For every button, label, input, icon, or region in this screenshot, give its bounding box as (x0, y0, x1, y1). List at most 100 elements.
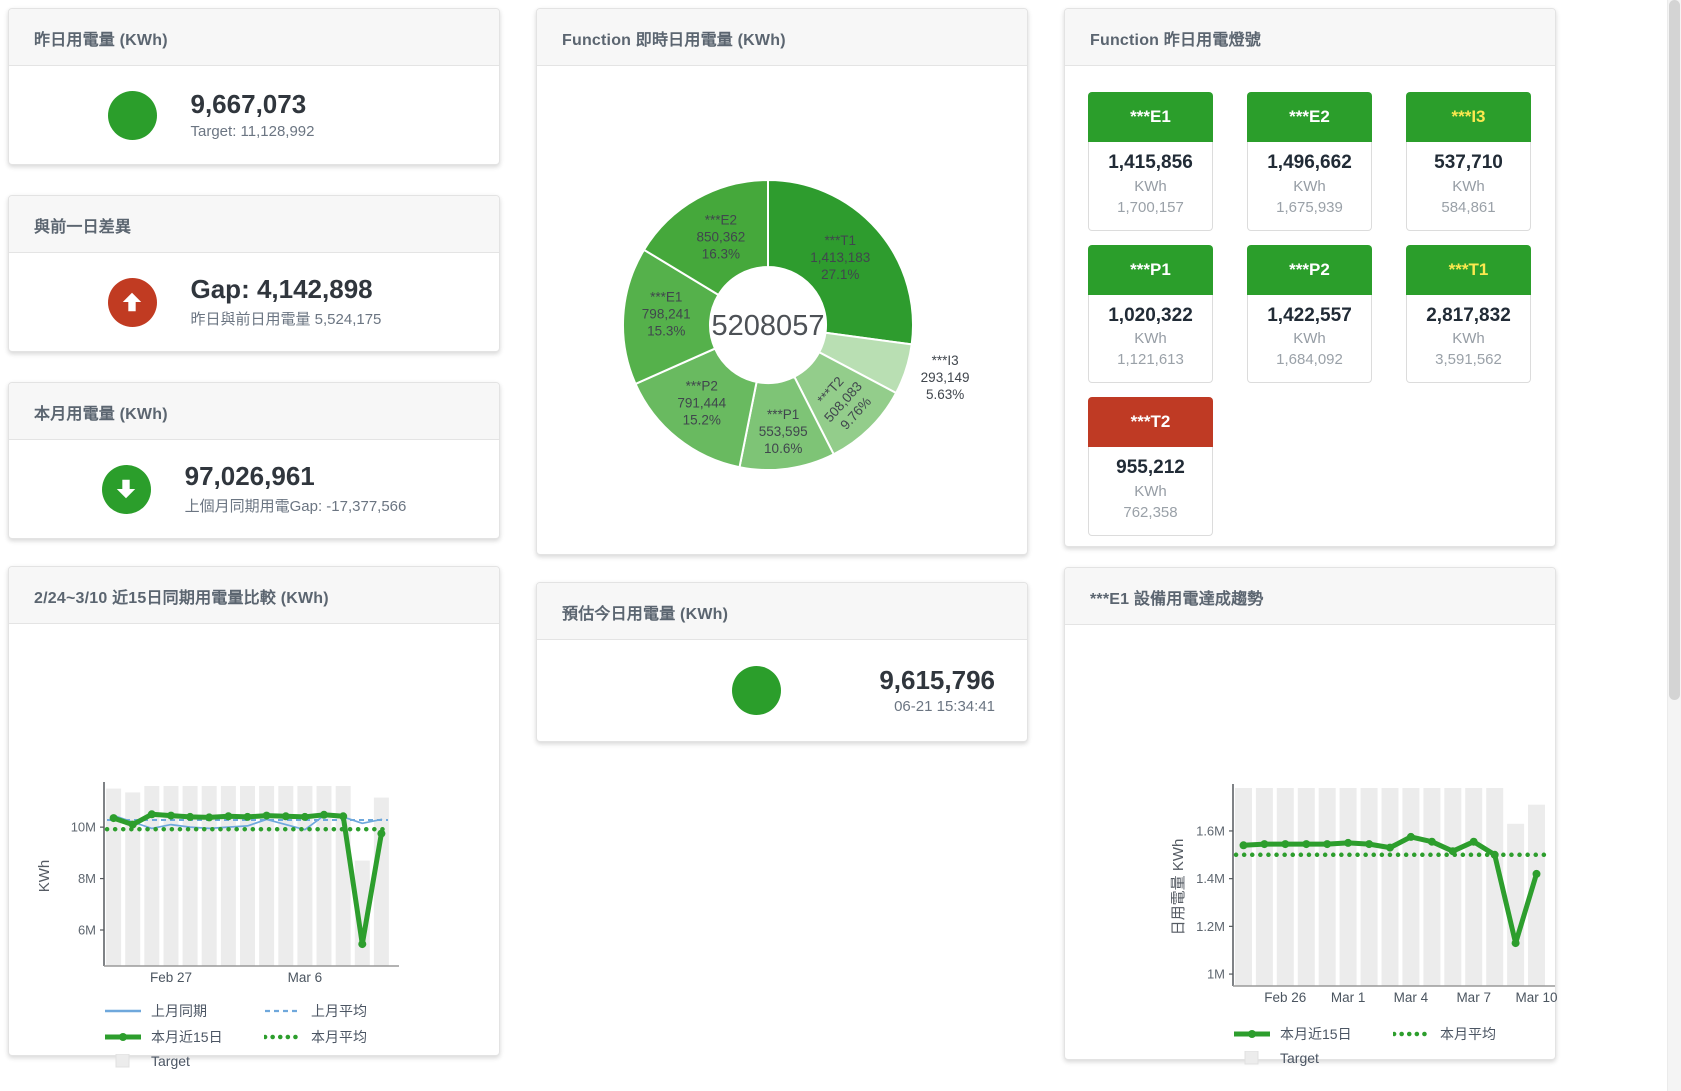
card-yesterday-usage: 昨日用電量 (KWh) 9,667,073 Target: 11,128,992 (8, 8, 500, 165)
series-point[interactable] (1469, 837, 1478, 846)
card-body: 6M 8M 10M KWh Feb 27 Mar 6 上月同期 上月平均 本月近15日 本月平均 T… (9, 624, 499, 1069)
e1_trend-svg: 1M 1.2M 1.4M 1.6M 日用電量 KWh Feb 26 Mar 1 Mar 4 Ma… (1170, 784, 1558, 1005)
legend-item-line[interactable]: 上月同期 (104, 1001, 264, 1021)
tile-unit-p1: KWh (1134, 330, 1167, 348)
series-point[interactable] (1260, 840, 1269, 849)
legend-item-dots[interactable]: 本月平均 (264, 1027, 499, 1047)
target-bar (1486, 788, 1504, 986)
series-point[interactable] (339, 812, 348, 821)
tile-value-p2: 1,422,557 (1267, 304, 1352, 326)
yesterday-usage-target: Target: 11,128,992 (190, 122, 315, 140)
card-body: 9,615,796 06-21 15:34:41 (537, 640, 1027, 741)
card-day-gap: 與前一日差異 Gap: 4,142,898 昨日與前日用電量 5,524,175 (8, 195, 500, 352)
tile-secondary-t1: 3,591,562 (1435, 351, 1502, 369)
tile-unit-e1: KWh (1134, 177, 1167, 195)
series-point[interactable] (147, 810, 156, 819)
target-bar (1444, 788, 1462, 986)
donut-slice-p2[interactable] (634, 347, 758, 469)
card-header: 預估今日用電量 (KWh) (537, 583, 1027, 640)
series-point[interactable] (1344, 838, 1353, 847)
series-point[interactable] (281, 812, 290, 821)
donut-label-t1: ***T1 1,413,183 27.1% (810, 233, 870, 282)
series-point[interactable] (167, 811, 175, 820)
target-bar (354, 860, 370, 966)
donut-slice-e2[interactable] (642, 178, 769, 297)
light-tile-e1[interactable]: ***E1 1,415,856 KWh 1,700,157 (1088, 92, 1213, 231)
target-bar (1339, 788, 1357, 986)
target-bar (1465, 788, 1483, 986)
series-point[interactable] (128, 820, 137, 829)
x-tick-label: Mar 7 (1456, 990, 1491, 1005)
series-point[interactable] (377, 829, 386, 838)
series-point[interactable] (1365, 840, 1374, 849)
legend-item-square[interactable]: Target (104, 1053, 264, 1069)
x-tick-label: Mar 1 (1331, 990, 1366, 1005)
card-month-title: 本月用電量 (KWh) (34, 406, 168, 423)
series-point[interactable] (1511, 939, 1520, 948)
day-gap-value: Gap: 4,142,898 (190, 274, 373, 305)
tile-value-e1: 1,415,856 (1108, 152, 1193, 173)
legend-item-dots[interactable]: 本月平均 (1393, 1024, 1555, 1044)
status-circle-green-icon (107, 90, 157, 140)
light-tile-p1[interactable]: ***P1 1,020,322 KWh 1,121,613 (1088, 244, 1213, 384)
light-tile-header-p1: ***P1 (1088, 244, 1213, 295)
series-point[interactable] (1427, 837, 1436, 846)
series-point[interactable] (300, 812, 309, 821)
x-tick-label: Mar 6 (288, 970, 323, 985)
light-tile-i3[interactable]: ***I3 537,710 KWh 584,861 (1406, 92, 1531, 231)
donut-label-p2: ***P2 791,444 15.2% (677, 379, 726, 428)
light-tile-e2[interactable]: ***E2 1,496,662 KWh 1,675,939 (1247, 92, 1372, 231)
light-tile-body-t2: 955,212 KWh 762,358 (1088, 447, 1213, 536)
tile-secondary-p2: 1,684,092 (1276, 351, 1343, 369)
series-point[interactable] (320, 810, 328, 819)
series-point[interactable] (1406, 832, 1415, 841)
target-bar (1255, 788, 1273, 986)
card-header: 2/24~3/10 近15日同期用電量比較 (KWh) (9, 567, 499, 624)
target-bar (1423, 788, 1441, 986)
tile-unit-e2: KWh (1293, 177, 1326, 195)
series-point[interactable] (1281, 840, 1290, 849)
series-point[interactable] (1323, 840, 1332, 849)
legend-item-square[interactable]: Target (1233, 1050, 1393, 1066)
y-tick-label: 1.2M (1196, 919, 1225, 934)
page-scrollbar[interactable] (1667, 0, 1681, 1091)
series-point[interactable] (1239, 841, 1248, 850)
series-point[interactable] (224, 812, 233, 821)
series-point[interactable] (262, 811, 271, 820)
series-point[interactable] (186, 812, 195, 821)
legend-label: 上月同期 (151, 1003, 207, 1019)
donut-label-e1: ***E1 798,241 15.3% (642, 290, 691, 339)
card-header: ***E1 設備用電達成趨勢 (1065, 568, 1555, 625)
target-bar (1507, 823, 1525, 986)
light-tile-t1[interactable]: ***T1 2,817,832 KWh 3,591,562 (1406, 244, 1531, 384)
series-point[interactable] (205, 813, 214, 822)
legend-label: Target (151, 1053, 190, 1069)
month-usage-value: 97,026,961 (184, 461, 315, 492)
realtime-usage-donut[interactable]: ***T1 1,413,183 27.1% ***I3 293,149 5.63% ***T… (537, 66, 1027, 554)
card-body: Gap: 4,142,898 昨日與前日用電量 5,524,175 (9, 253, 499, 351)
series-point[interactable] (109, 814, 118, 823)
light-tile-p2[interactable]: ***P2 1,422,557 KWh 1,684,092 (1247, 244, 1372, 384)
series-point[interactable] (1302, 840, 1311, 849)
legend-item-thick[interactable]: 本月近15日 (104, 1027, 264, 1047)
series-point[interactable] (358, 940, 367, 949)
donut-slice-e1[interactable] (621, 248, 720, 386)
card-header: 昨日用電量 (KWh) (9, 9, 499, 66)
donut-slice-t1[interactable] (767, 178, 915, 346)
compare-chart-title: 2/24~3/10 近15日同期用電量比較 (KWh) (34, 590, 329, 607)
compare-15day-chart[interactable]: 6M 8M 10M KWh Feb 27 Mar 6 上月同期 上月平均 本月近15日 本月平均 T… (9, 624, 499, 1069)
light-tile-t2[interactable]: ***T2 955,212 KWh 762,358 (1088, 397, 1213, 536)
legend-item-thick[interactable]: 本月近15日 (1233, 1024, 1393, 1044)
series-point[interactable] (1532, 869, 1541, 878)
tile-value-t1: 2,817,832 (1426, 304, 1511, 326)
e1-trend-chart[interactable]: 1M 1.2M 1.4M 1.6M 日用電量 KWh Feb 26 Mar 1 Mar 4 Ma… (1065, 625, 1558, 1066)
tile-value-i3: 537,710 (1434, 152, 1503, 173)
light-tile-body-e2: 1,496,662 KWh 1,675,939 (1247, 142, 1372, 231)
estimate-title: 預估今日用電量 (KWh) (562, 606, 729, 623)
legend-item-dash[interactable]: 上月平均 (264, 1001, 499, 1021)
legend-label: 本月近15日 (1280, 1026, 1352, 1042)
series-point[interactable] (1386, 843, 1394, 852)
light-tile-body-t1: 2,817,832 KWh 3,591,562 (1406, 294, 1531, 384)
scrollbar-thumb[interactable] (1669, 0, 1680, 700)
series-point[interactable] (243, 812, 252, 821)
